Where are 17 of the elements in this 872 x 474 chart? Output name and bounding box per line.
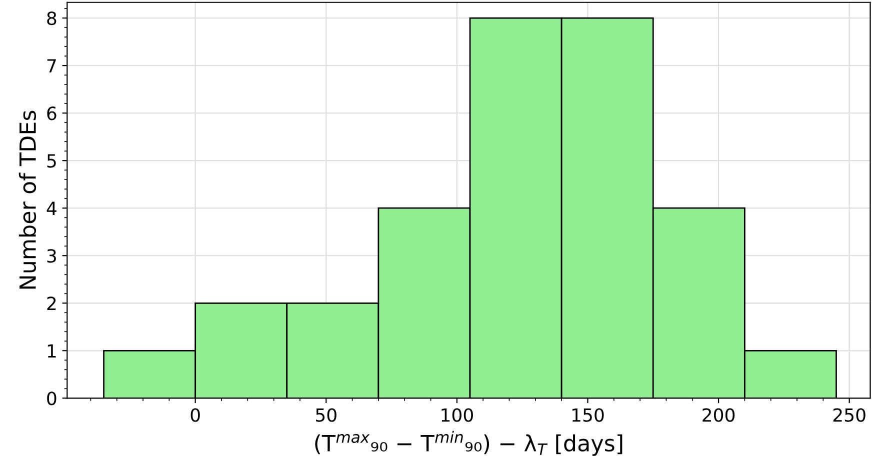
y-tick-label: 8 (47, 12, 56, 26)
y-tick-label: 4 (46, 202, 56, 215)
y-tick-label: 1 (48, 344, 56, 358)
x-tick-label: 0 (190, 408, 200, 422)
y-tick-label: 7 (47, 59, 56, 72)
y-tick-label: 0 (47, 392, 56, 406)
x-tick-label: 250 (833, 408, 866, 422)
x-tick-label: 100 (442, 408, 473, 422)
y-tick-label: 6 (47, 106, 56, 120)
y-axis-title: Number of TDEs (18, 110, 36, 289)
x-tick-label: 150 (572, 408, 604, 422)
y-tick-label: 3 (47, 249, 56, 263)
y-tick-label: 2 (47, 296, 56, 310)
x-axis-title: (T$^{max}$₉₀ − T$^{min}$₉₀) − λ$_{T}$ [days] (315, 430, 622, 456)
x-tick-label: 50 (316, 408, 336, 422)
x-tick-label: 200 (702, 408, 735, 422)
y-tick-label: 5 (47, 154, 56, 168)
